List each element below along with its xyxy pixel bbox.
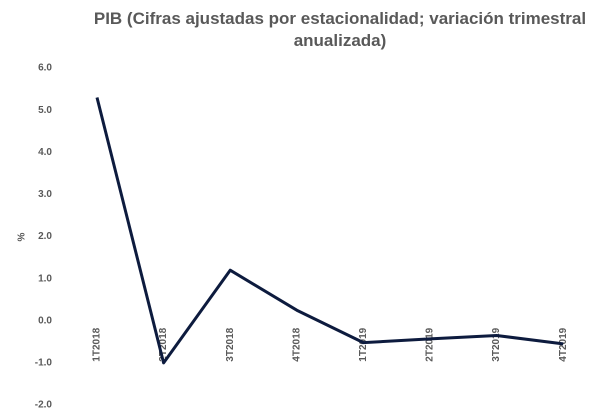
- y-tick-label: -1.0: [35, 358, 53, 369]
- x-tick-label: 4T2019: [558, 327, 569, 361]
- chart-title: PIB (Cifras ajustadas por estacionalidad…: [93, 9, 587, 50]
- y-tick-label: 4.0: [38, 147, 52, 158]
- y-tick-label: 6.0: [38, 63, 52, 74]
- y-tick-label: 0.0: [38, 315, 52, 326]
- x-tick-label: 1T2019: [358, 327, 369, 361]
- x-tick-label: 2T2018: [158, 327, 169, 361]
- y-tick-label: 5.0: [38, 105, 52, 116]
- x-tick-label: 2T2019: [425, 327, 436, 361]
- y-axis-label: %: [17, 232, 28, 241]
- line: [95, 97, 564, 365]
- x-tick-label: 3T2018: [225, 327, 236, 361]
- y-tick-label: 2.0: [38, 231, 52, 242]
- y-tick-label: 3.0: [38, 189, 52, 200]
- y-tick-label: 1.0: [38, 273, 52, 284]
- x-tick-label: 3T2019: [491, 327, 502, 361]
- y-tick-label: -2.0: [35, 400, 53, 411]
- x-tick-label: 4T2018: [291, 327, 302, 361]
- x-tick-label: 1T2018: [92, 327, 103, 361]
